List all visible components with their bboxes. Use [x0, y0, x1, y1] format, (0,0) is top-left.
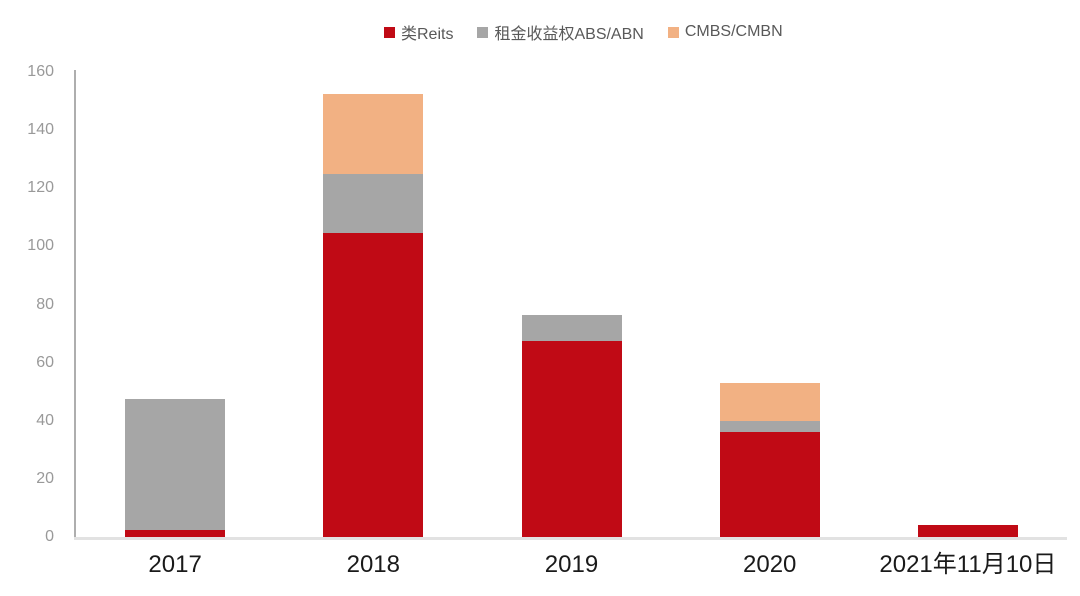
legend-item-reits: 类Reits [384, 20, 453, 44]
x-axis-line [74, 537, 1067, 540]
bar-segment-rental-abs-abn-2018 [323, 173, 424, 234]
y-tick-label-140: 140 [27, 121, 54, 139]
x-axis-label-2021年11月10日: 2021年11月10日 [879, 551, 1057, 578]
legend-label-cmbs-cmbn: CMBS/CMBN [684, 23, 783, 40]
chart-legend: 类Reits 租金收益权ABS/ABN CMBS/CMBN [384, 20, 783, 44]
x-axis-label-2017: 2017 [148, 551, 202, 578]
y-tick-label-0: 0 [45, 528, 54, 545]
legend-item-rental-abs-abn: 租金收益权ABS/ABN [477, 20, 644, 44]
y-tick-label-160: 160 [27, 63, 54, 80]
bar-segment-rental-abs-abn-2019 [521, 314, 622, 341]
bar-segment-cmbs-cmbn-2018 [323, 93, 424, 174]
bar-segment-reits-2019 [521, 340, 622, 537]
y-tick-label-60: 60 [36, 353, 54, 371]
bar-segment-reits-2017 [125, 529, 226, 537]
legend-label-reits: 类Reits [401, 26, 454, 43]
bar-segment-reits-2020 [719, 432, 820, 537]
x-axis-label-2018: 2018 [346, 551, 400, 578]
legend-item-cmbs-cmbn: CMBS/CMBN [667, 23, 783, 41]
bar-segment-reits-2021年11月10日 [917, 525, 1018, 537]
y-tick-label-80: 80 [36, 295, 54, 313]
y-tick-label-120: 120 [27, 179, 54, 197]
plot-area [74, 70, 1067, 540]
legend-label-rental-abs-abn: 租金收益权ABS/ABN [494, 26, 644, 43]
y-tick-label-40: 40 [36, 411, 54, 429]
y-axis-line [74, 70, 76, 539]
legend-swatch-reits [384, 26, 395, 38]
legend-swatch-cmbs-cmbn [667, 26, 679, 38]
bar-segment-reits-2018 [323, 233, 424, 537]
bar-segment-cmbs-cmbn-2020 [719, 382, 820, 421]
y-tick-label-100: 100 [27, 237, 54, 255]
bar-segment-rental-abs-abn-2020 [719, 420, 820, 433]
x-axis-label-2020: 2020 [742, 551, 797, 578]
y-tick-label-20: 20 [36, 469, 54, 487]
x-axis-label-2019: 2019 [544, 551, 599, 578]
legend-swatch-rental-abs-abn [477, 26, 489, 38]
bar-segment-rental-abs-abn-2017 [125, 398, 226, 530]
